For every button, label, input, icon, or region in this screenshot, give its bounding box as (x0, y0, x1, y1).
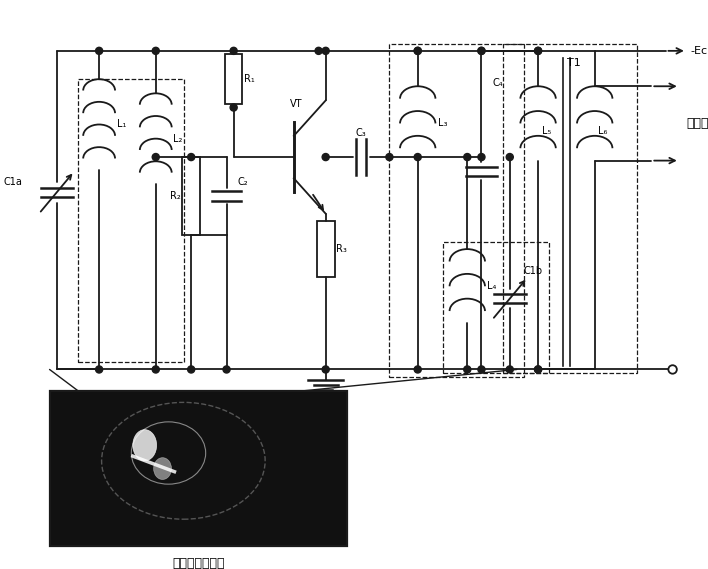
Bar (225, 55, 242, 104)
Text: L₅: L₅ (542, 126, 551, 135)
Text: 去中放: 去中放 (687, 117, 708, 130)
Text: L₃: L₃ (438, 118, 447, 129)
Bar (316, 221, 334, 278)
Circle shape (478, 154, 485, 160)
Text: C₄: C₄ (492, 79, 503, 88)
Text: L₄: L₄ (487, 281, 496, 291)
Text: T1: T1 (566, 58, 581, 68)
Circle shape (478, 366, 485, 373)
Circle shape (478, 47, 485, 55)
Bar (78, 79, 184, 362)
Circle shape (464, 366, 471, 373)
Ellipse shape (133, 430, 156, 461)
Circle shape (414, 47, 421, 55)
Circle shape (230, 47, 237, 55)
Circle shape (464, 154, 471, 160)
Circle shape (152, 366, 159, 373)
Bar (50, 391, 347, 546)
Circle shape (386, 154, 393, 160)
Circle shape (322, 154, 329, 160)
Bar (183, 157, 200, 235)
Text: L₆: L₆ (598, 126, 607, 135)
Circle shape (478, 47, 485, 55)
Circle shape (230, 104, 237, 111)
Text: -Ec: -Ec (690, 46, 707, 56)
Circle shape (96, 366, 103, 373)
Circle shape (535, 47, 542, 55)
Circle shape (322, 47, 329, 55)
Circle shape (506, 154, 513, 160)
Circle shape (535, 366, 542, 373)
Text: C₂: C₂ (237, 178, 248, 187)
Text: L₂: L₂ (173, 134, 183, 143)
Circle shape (188, 366, 195, 373)
Circle shape (96, 47, 103, 55)
Bar (442, 242, 549, 373)
Circle shape (152, 47, 159, 55)
Text: R₁: R₁ (244, 74, 255, 84)
Circle shape (535, 47, 542, 55)
Text: C1b: C1b (524, 266, 543, 276)
Bar (503, 44, 637, 373)
Circle shape (668, 365, 677, 374)
Circle shape (535, 366, 542, 373)
Circle shape (322, 366, 329, 373)
Text: VT: VT (290, 100, 303, 109)
Circle shape (414, 154, 421, 160)
Circle shape (315, 47, 322, 55)
Text: R₃: R₃ (336, 244, 347, 254)
Circle shape (414, 366, 421, 373)
Circle shape (188, 154, 195, 160)
Ellipse shape (154, 457, 171, 480)
Bar (389, 44, 524, 377)
Circle shape (506, 366, 513, 373)
Text: R₂: R₂ (170, 191, 181, 201)
Text: 双联可调电容器: 双联可调电容器 (172, 557, 224, 569)
Text: C1a: C1a (4, 178, 23, 187)
Text: C₃: C₃ (355, 128, 367, 138)
Circle shape (223, 366, 230, 373)
Text: L₁: L₁ (117, 119, 126, 130)
Circle shape (414, 47, 421, 55)
Circle shape (152, 154, 159, 160)
